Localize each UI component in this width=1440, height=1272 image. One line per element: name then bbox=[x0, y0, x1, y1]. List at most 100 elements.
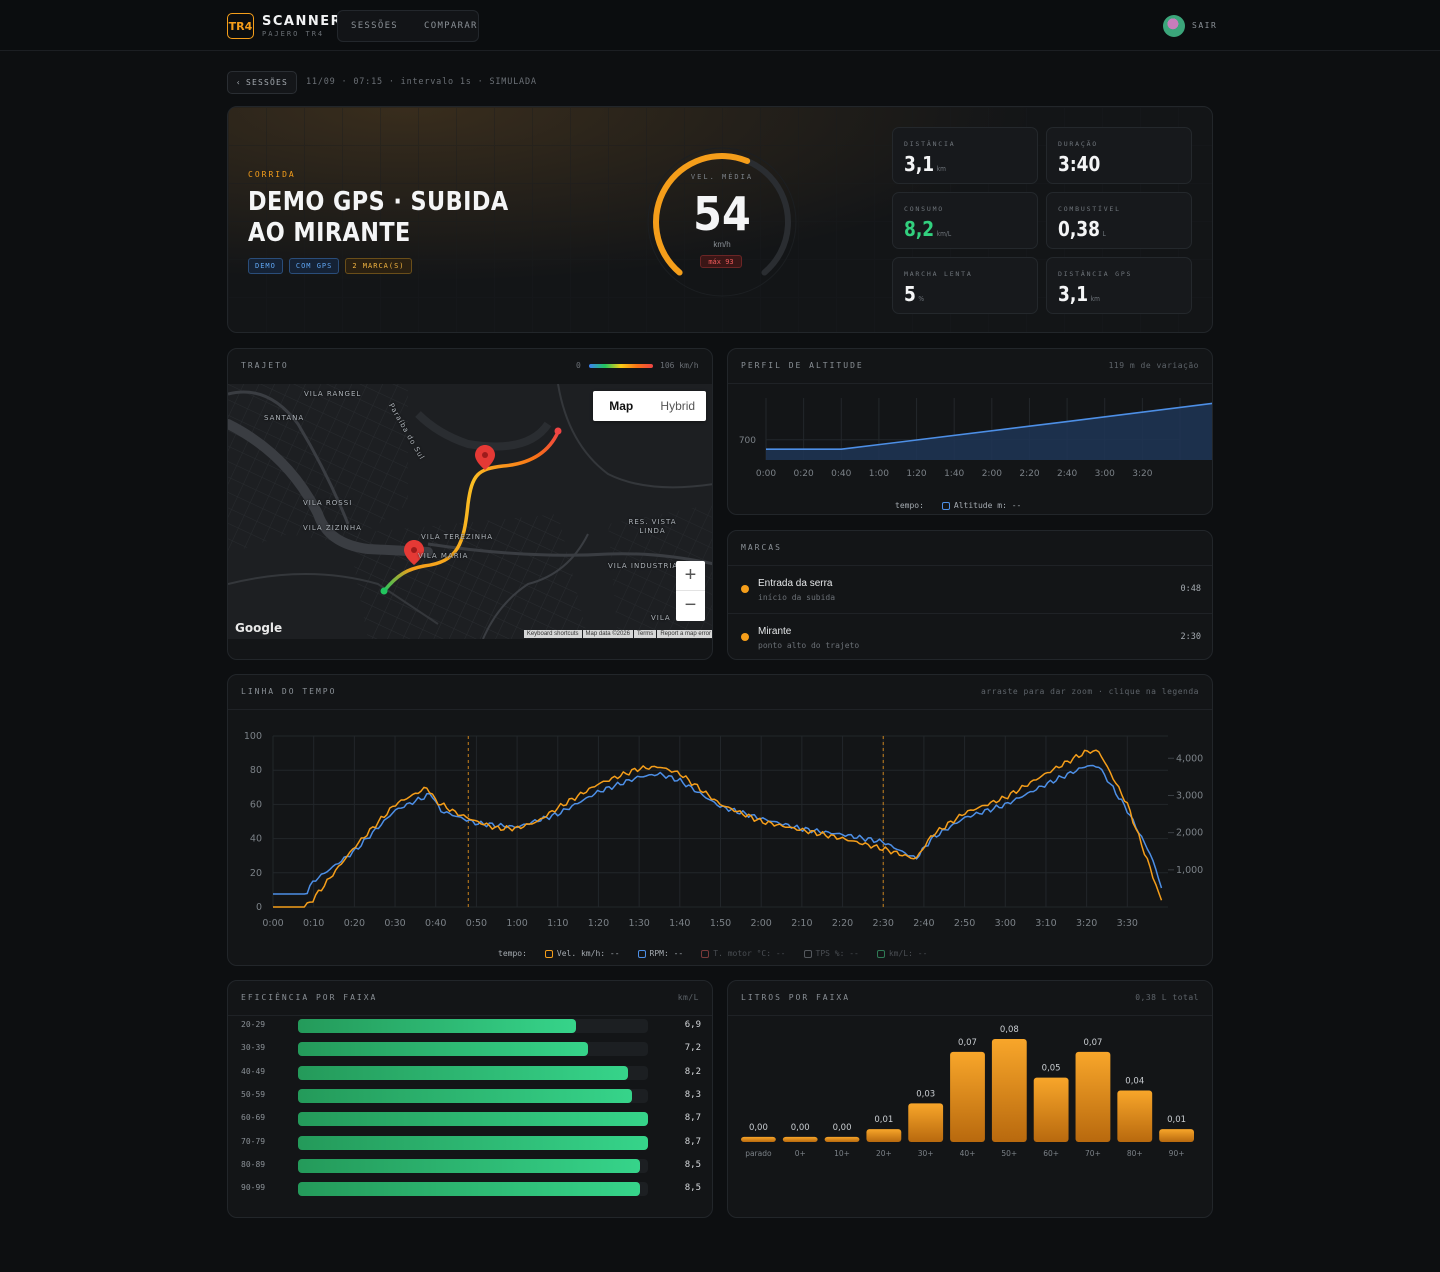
nav-sessoes[interactable]: SESSÕES bbox=[351, 21, 399, 31]
efficiency-bar bbox=[298, 1112, 648, 1127]
efficiency-unit: km/L bbox=[677, 993, 699, 1002]
avg-speed-gauge bbox=[647, 147, 797, 297]
stat-value: 5% bbox=[904, 282, 925, 306]
bar-value-label: 0,05 bbox=[1042, 1064, 1061, 1074]
x-tick-label: 0:10 bbox=[303, 918, 324, 929]
liters-card: LITROS POR FAIXA 0,38 L total 0,00 parado… bbox=[727, 980, 1213, 1218]
back-to-sessions-button[interactable]: ‹ SESSÕES bbox=[227, 71, 297, 94]
timeline-chart[interactable]: 0:00 0:10 0:20 0:30 0:40 0:50 1:00 1:10 1:20 1:30… bbox=[228, 720, 1213, 945]
gauge-fill bbox=[653, 153, 751, 276]
efficiency-band: 50-59 bbox=[241, 1089, 266, 1099]
bar-value-label: 0,01 bbox=[1167, 1115, 1186, 1125]
x-tick-label: 3:20 bbox=[1132, 469, 1152, 479]
liters-bar bbox=[782, 1136, 818, 1142]
liters-bar bbox=[950, 1051, 985, 1142]
x-tick-label: 1:00 bbox=[869, 469, 889, 479]
legend-kml[interactable]: km/L: -- bbox=[876, 949, 927, 958]
bar-value-label: 0,07 bbox=[1083, 1038, 1102, 1048]
y2-tick-label: 3,000 bbox=[1176, 790, 1203, 801]
tag-marks: 2 MARCA(S) bbox=[345, 258, 412, 274]
efficiency-track bbox=[298, 1065, 648, 1080]
bar-value-label: 0,00 bbox=[791, 1123, 810, 1133]
map-label: VILA ZIZINHA bbox=[303, 524, 362, 532]
logout-link[interactable]: SAIR bbox=[1192, 21, 1218, 30]
efficiency-row: 90-99 8,5 bbox=[228, 1181, 712, 1197]
efficiency-row: 70-79 8,7 bbox=[228, 1135, 712, 1151]
legend-engine-temp[interactable]: T. motor °C: -- bbox=[701, 949, 786, 958]
bar-category-label: 60+ bbox=[1043, 1149, 1059, 1158]
liters-bar bbox=[1117, 1090, 1153, 1142]
map-type-hybrid[interactable]: Hybrid bbox=[660, 399, 696, 413]
gauge-max-badge: máx 93 bbox=[700, 255, 742, 268]
timeline-hint: arraste para dar zoom · clique na legend… bbox=[981, 687, 1199, 696]
map-pin-marker bbox=[404, 540, 424, 565]
x-tick-label: 2:20 bbox=[1019, 469, 1039, 479]
route-path bbox=[382, 430, 560, 593]
x-tick-label: 2:40 bbox=[913, 918, 934, 929]
bar-category-label: 80+ bbox=[1127, 1149, 1143, 1158]
speed-color-scale bbox=[589, 364, 653, 368]
map-view[interactable]: VILA RANGEL SANTANA Paraíba do Sul VILA … bbox=[228, 384, 712, 639]
efficiency-band: 80-89 bbox=[241, 1159, 266, 1169]
gauge-label: VEL. MÉDIA bbox=[690, 173, 754, 181]
efficiency-row: 20-29 6,9 bbox=[228, 1018, 712, 1034]
efficiency-band: 70-79 bbox=[241, 1136, 266, 1146]
x-tick-label: 0:50 bbox=[466, 918, 487, 929]
y-tick-label: 700 bbox=[739, 436, 756, 446]
liters-bar bbox=[1033, 1077, 1069, 1142]
legend-speed[interactable]: Vel. km/h: -- bbox=[544, 949, 620, 958]
legend-tps[interactable]: TPS %: -- bbox=[803, 949, 859, 958]
liters-bar bbox=[1159, 1129, 1194, 1142]
mark-item[interactable]: Mirante ponto alto do trajeto 2:30 bbox=[728, 614, 1212, 659]
brand-title[interactable]: SCANNER bbox=[262, 14, 343, 29]
google-logo: Google bbox=[235, 621, 283, 635]
efficiency-value: 6,9 bbox=[684, 1020, 701, 1030]
efficiency-value: 8,7 bbox=[684, 1136, 701, 1147]
altitude-chart[interactable]: 700 0:00 0:20 0:40 1:00 1:20 1:40 2:00 2:20 2:40 3… bbox=[728, 384, 1213, 514]
legend-rpm[interactable]: RPM: -- bbox=[637, 949, 683, 958]
map-type-toggle: Map Hybrid bbox=[593, 391, 706, 421]
mark-dot bbox=[741, 585, 749, 593]
mark-name: Entrada da serra bbox=[758, 578, 833, 589]
mark-item[interactable]: Entrada da serra início da subida 0:48 bbox=[728, 566, 1212, 614]
gauge-value: 54 bbox=[693, 187, 751, 241]
keyboard-shortcuts-link[interactable]: Keyboard shortcuts bbox=[523, 630, 582, 638]
x-tick-label: 3:10 bbox=[1035, 918, 1056, 929]
efficiency-row: 60-69 8,7 bbox=[228, 1111, 712, 1127]
card-title: LINHA DO TEMPO bbox=[241, 687, 337, 696]
map-pin-marker bbox=[475, 445, 495, 470]
terms-link[interactable]: Terms bbox=[633, 630, 657, 638]
map-type-map[interactable]: Map bbox=[609, 399, 634, 413]
liters-bar bbox=[866, 1129, 902, 1142]
bar-value-label: 0,03 bbox=[916, 1089, 935, 1099]
efficiency-value: 7,2 bbox=[684, 1043, 701, 1054]
legend-swatch bbox=[941, 501, 950, 510]
x-tick-label: 2:00 bbox=[982, 469, 1002, 479]
y-tick-label: 40 bbox=[250, 834, 262, 845]
efficiency-bar bbox=[298, 1135, 648, 1150]
stat-label: DURAÇÃO bbox=[1058, 140, 1098, 148]
efficiency-row: 80-89 8,5 bbox=[228, 1158, 712, 1174]
speed-legend-min: 0 bbox=[576, 361, 581, 370]
zoom-in-button[interactable]: + bbox=[676, 561, 705, 591]
stat-value: 3,1 km bbox=[904, 152, 946, 176]
x-tick-label: 1:20 bbox=[906, 469, 926, 479]
stat-fuel: COMBUSTÍVEL 0,38 L bbox=[1046, 192, 1192, 249]
legend-altitude[interactable]: Altitude m: -- bbox=[941, 501, 1021, 510]
card-title: MARCAS bbox=[741, 543, 782, 552]
report-error-link[interactable]: Report a map error bbox=[657, 630, 712, 638]
mark-time: 0:48 bbox=[1180, 584, 1201, 594]
speed-line bbox=[273, 749, 1163, 908]
main-nav: SESSÕES COMPARAR bbox=[337, 10, 479, 42]
nav-comparar[interactable]: COMPARAR bbox=[424, 21, 478, 31]
efficiency-value: 8,2 bbox=[684, 1066, 701, 1077]
x-tick-label: 2:40 bbox=[1057, 469, 1077, 479]
avatar[interactable] bbox=[1163, 15, 1185, 37]
bar-value-label: 0,07 bbox=[958, 1038, 977, 1048]
map-label: RES. VISTA LINDA bbox=[628, 518, 677, 535]
x-tick-label: 2:00 bbox=[751, 918, 772, 929]
bar-category-label: 30+ bbox=[918, 1149, 934, 1158]
zoom-out-button[interactable]: − bbox=[684, 594, 697, 616]
logo-badge[interactable]: TR4 bbox=[227, 13, 254, 39]
efficiency-track bbox=[298, 1042, 648, 1057]
